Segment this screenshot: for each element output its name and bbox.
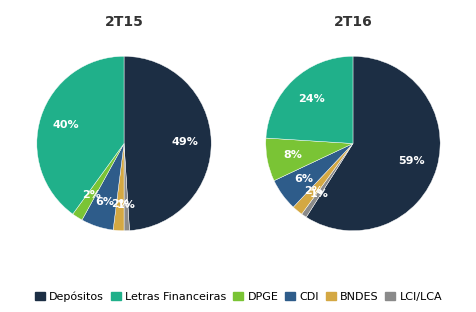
Title: 2T16: 2T16 — [333, 15, 372, 29]
Text: 2%: 2% — [110, 199, 129, 209]
Wedge shape — [73, 144, 124, 220]
Title: 2T15: 2T15 — [104, 15, 143, 29]
Wedge shape — [82, 144, 124, 230]
Wedge shape — [124, 144, 129, 231]
Wedge shape — [265, 138, 352, 181]
Wedge shape — [124, 56, 211, 231]
Text: 49%: 49% — [171, 137, 198, 147]
Wedge shape — [301, 144, 352, 217]
Wedge shape — [113, 144, 124, 231]
Text: 6%: 6% — [96, 197, 114, 207]
Wedge shape — [293, 144, 352, 214]
Text: 24%: 24% — [297, 94, 324, 104]
Wedge shape — [37, 56, 124, 214]
Text: 8%: 8% — [283, 150, 302, 160]
Legend: Depósitos, Letras Financeiras, DPGE, CDI, BNDES, LCI/LCA: Depósitos, Letras Financeiras, DPGE, CDI… — [30, 287, 446, 306]
Text: 1%: 1% — [308, 189, 327, 199]
Text: 59%: 59% — [397, 156, 424, 166]
Wedge shape — [274, 144, 352, 207]
Wedge shape — [266, 56, 352, 144]
Text: 40%: 40% — [52, 120, 79, 130]
Text: 6%: 6% — [294, 174, 312, 184]
Text: 2%: 2% — [304, 186, 323, 196]
Text: 1%: 1% — [116, 200, 135, 210]
Wedge shape — [306, 56, 439, 231]
Text: 2%: 2% — [82, 190, 100, 200]
